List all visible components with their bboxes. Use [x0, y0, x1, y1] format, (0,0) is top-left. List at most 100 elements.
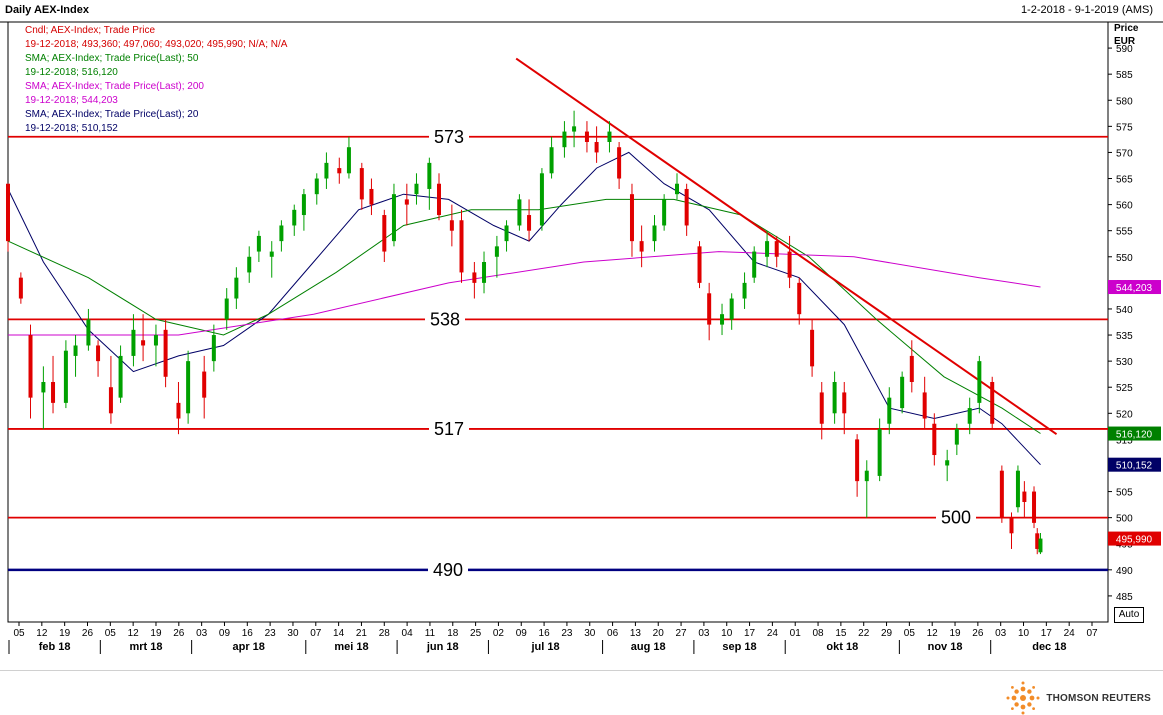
candle-body	[797, 282, 802, 315]
y-tick-label: 505	[1116, 488, 1133, 499]
level-label-bg	[425, 309, 465, 330]
candle-body	[945, 460, 950, 466]
candle-body	[1015, 470, 1020, 508]
x-tick-label: 15	[835, 628, 847, 639]
candle-body	[108, 387, 113, 414]
candle-body	[494, 246, 499, 257]
legend-candle-line1: Cndl; AEX-Index; Trade Price	[25, 25, 156, 36]
candle-body	[584, 131, 589, 142]
candle-body	[562, 131, 567, 148]
axis-unit-currency: EUR	[1114, 36, 1136, 47]
x-tick-label: 17	[744, 628, 756, 639]
candle-body	[572, 126, 577, 132]
candle-body	[1038, 538, 1043, 553]
candle-body	[414, 183, 419, 195]
candle-body	[186, 361, 191, 414]
candle-body	[909, 355, 914, 382]
x-tick-label: 14	[333, 628, 345, 639]
legend-sma200-line2: 19-12-2018; 544,203	[25, 95, 118, 106]
x-tick-label: 07	[1086, 628, 1098, 639]
candle-body	[96, 345, 101, 362]
candle-body	[607, 131, 612, 142]
x-tick-label: 19	[949, 628, 961, 639]
candle-body	[41, 382, 46, 393]
candle-body	[977, 361, 982, 403]
candle-body	[247, 256, 252, 273]
month-label: feb 18	[39, 641, 71, 653]
candle-body	[449, 220, 454, 231]
x-tick-label: 29	[881, 628, 893, 639]
candle-body	[684, 188, 689, 226]
candle-body	[742, 282, 747, 299]
x-tick-label: 26	[82, 628, 94, 639]
footer: THOMSON REUTERS	[0, 670, 1163, 715]
series-sma-50	[7, 198, 1041, 434]
candle-body	[269, 251, 274, 257]
x-tick-label: 26	[972, 628, 984, 639]
aex-chart: 4854904955005055105155205255305355405455…	[0, 21, 1163, 654]
y-tick-label: 585	[1116, 70, 1133, 81]
y-tick-label: 565	[1116, 175, 1133, 186]
candle-body	[900, 376, 905, 409]
candle-body	[234, 277, 239, 299]
candle-body	[153, 335, 158, 346]
y-tick-label: 530	[1116, 357, 1133, 368]
legend-sma200-line1: SMA; AEX-Index; Trade Price(Last); 200	[25, 81, 204, 92]
candle-body	[787, 251, 792, 278]
level-label-573: 573	[434, 127, 464, 147]
candle-body	[652, 225, 657, 242]
axis-unit: Price EUR	[1114, 22, 1138, 48]
candle-body	[887, 397, 892, 424]
x-tick-label: 01	[790, 628, 802, 639]
last-value-tag	[1108, 457, 1161, 472]
candle-body	[765, 241, 770, 257]
x-tick-label: 10	[1018, 628, 1030, 639]
candle-body	[292, 209, 297, 226]
legend-candle-line2: 19-12-2018; 493,360; 497,060; 493,020; 4…	[25, 39, 288, 50]
y-tick-label: 540	[1116, 305, 1133, 316]
candle-body	[855, 439, 860, 482]
x-tick-label: 21	[356, 628, 368, 639]
thomson-reuters-logo: THOMSON REUTERS	[1006, 681, 1151, 715]
x-tick-label: 26	[173, 628, 185, 639]
last-value-tag	[1108, 280, 1161, 295]
legend-sma20-line1: SMA; AEX-Index; Trade Price(Last); 20	[25, 109, 199, 120]
reuters-dots-icon	[1006, 681, 1040, 715]
x-tick-label: 16	[539, 628, 551, 639]
last-value-label: 495,990	[1116, 535, 1153, 546]
y-tick-label: 485	[1116, 592, 1133, 603]
month-label: dec 18	[1032, 641, 1066, 653]
last-value-label: 544,203	[1116, 283, 1153, 294]
x-tick-label: 20	[653, 628, 665, 639]
candle-body	[63, 350, 68, 403]
auto-scale-button[interactable]: Auto	[1114, 607, 1144, 623]
brand-name: THOMSON REUTERS	[1046, 692, 1151, 704]
y-tick-label: 580	[1116, 96, 1133, 107]
candle-body	[73, 345, 78, 356]
candle-body	[617, 147, 622, 179]
y-tick-label: 555	[1116, 227, 1133, 238]
month-label: apr 18	[233, 641, 265, 653]
axis-unit-price: Price	[1114, 23, 1139, 34]
candle-body	[967, 408, 972, 424]
candle-body	[1032, 491, 1037, 523]
level-label-bg	[429, 126, 469, 147]
candle-body	[549, 147, 554, 174]
candle-body	[51, 382, 56, 403]
candle-body	[539, 173, 544, 226]
candle-body	[404, 199, 409, 205]
series-sma-200	[8, 251, 1041, 336]
x-tick-label: 24	[767, 628, 779, 639]
y-tick-label: 525	[1116, 383, 1133, 394]
candle-body	[224, 298, 229, 320]
x-tick-label: 27	[676, 628, 688, 639]
candle-body	[436, 183, 441, 216]
x-tick-label: 22	[858, 628, 870, 639]
candle-body	[359, 168, 364, 200]
x-tick-label: 30	[287, 628, 299, 639]
candle-body	[842, 392, 847, 414]
candle-body	[141, 340, 146, 346]
candle-body	[877, 428, 882, 476]
candle-body	[517, 199, 522, 226]
chart-header: Daily AEX-Index 1-2-2018 - 9-1-2019 (AMS…	[0, 0, 1163, 22]
